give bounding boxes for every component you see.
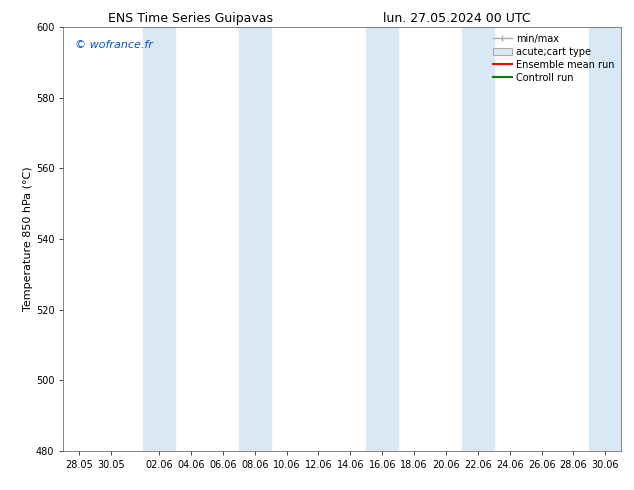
Bar xyxy=(462,27,494,451)
Bar xyxy=(143,27,175,451)
Legend: min/max, acute;cart type, Ensemble mean run, Controll run: min/max, acute;cart type, Ensemble mean … xyxy=(491,32,616,84)
Bar xyxy=(590,27,621,451)
Bar xyxy=(366,27,398,451)
Text: ENS Time Series Guipavas: ENS Time Series Guipavas xyxy=(108,12,273,25)
Bar xyxy=(239,27,271,451)
Text: lun. 27.05.2024 00 UTC: lun. 27.05.2024 00 UTC xyxy=(383,12,530,25)
Text: © wofrance.fr: © wofrance.fr xyxy=(75,40,152,49)
Y-axis label: Temperature 850 hPa (°C): Temperature 850 hPa (°C) xyxy=(23,167,33,311)
